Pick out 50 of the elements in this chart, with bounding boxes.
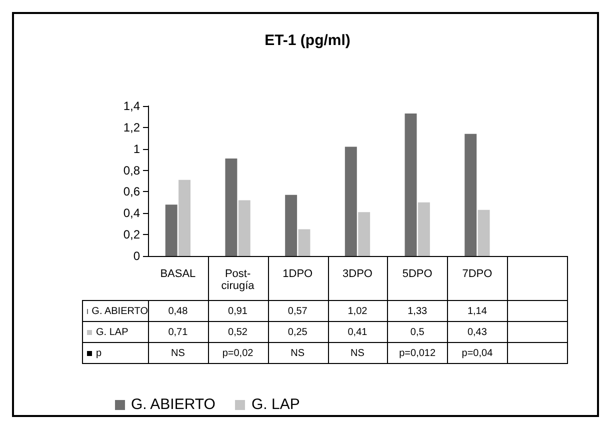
bar (404, 114, 417, 256)
data-label: 0,43 (447, 321, 508, 343)
bar (358, 212, 370, 256)
bar (418, 202, 430, 256)
data-label: 0,57 (268, 300, 329, 322)
y-tick-label: 0,8 (123, 163, 140, 178)
bar (464, 134, 477, 256)
text: G. ABIERTO (131, 396, 216, 413)
bar (344, 146, 357, 256)
data-label: 0,91 (208, 300, 269, 322)
data-label: 0,71 (148, 321, 209, 343)
y-tick-label: 0,6 (123, 184, 140, 199)
bar (298, 229, 310, 256)
bar (178, 180, 190, 256)
data-label: 1,14 (447, 300, 508, 322)
data-label: 0,41 (328, 321, 388, 343)
bar (225, 158, 238, 256)
text: NS (328, 342, 388, 364)
bar (285, 194, 298, 256)
bar (165, 204, 178, 256)
text: p=0,04 (447, 342, 508, 364)
x-tick-label: Post-cirugía (221, 268, 256, 292)
text: NS (148, 342, 209, 364)
data-label: 0,25 (268, 321, 329, 343)
text: p (82, 342, 149, 364)
y-tick-label: 1 (133, 142, 140, 156)
y-tick-label: 0,4 (123, 206, 140, 220)
text: p=0,012 (387, 342, 448, 364)
text: NS (268, 342, 329, 364)
x-tick-label: 5DPO (402, 268, 433, 280)
x-tick-label: 7DPO (462, 268, 493, 280)
data-label: 0,5 (387, 321, 448, 343)
y-tick-label: 1,4 (123, 99, 140, 113)
chart-title: ET-1 (pg/ml) (264, 32, 350, 49)
bar (478, 210, 490, 256)
y-tick-label: 0,2 (123, 228, 140, 242)
data-label: 1,33 (387, 300, 448, 322)
data-label: 0,52 (208, 321, 269, 343)
legend-label: G. LAP (82, 321, 149, 343)
data-label: 1,02 (328, 300, 388, 322)
x-tick-label: 1DPO (282, 268, 314, 280)
x-tick-label: BASAL (160, 268, 196, 280)
data-label: 0,48 (148, 300, 209, 322)
y-tick-label: 0 (133, 249, 140, 263)
bar (238, 200, 250, 256)
text: p=0,02 (208, 342, 269, 364)
legend-label: G. ABIERTO (82, 300, 149, 322)
y-tick-label: 1,2 (123, 120, 140, 134)
x-tick-label: 3DPO (342, 268, 373, 280)
text: G. LAP (251, 396, 300, 413)
